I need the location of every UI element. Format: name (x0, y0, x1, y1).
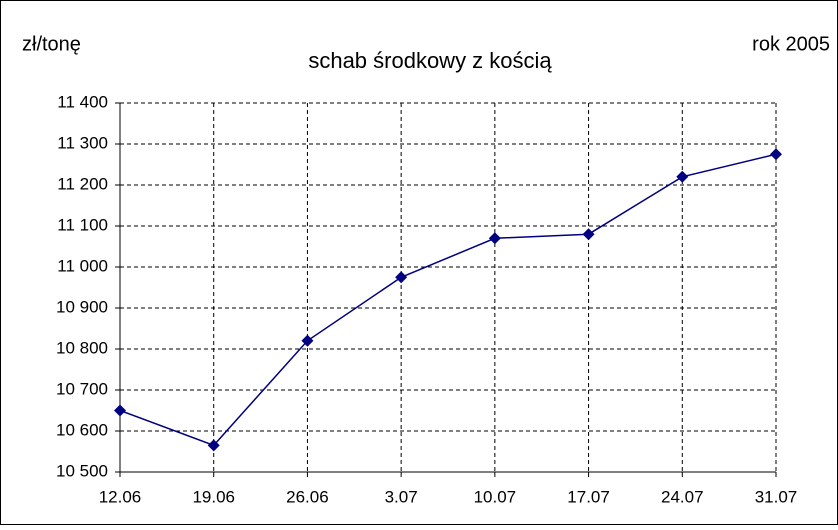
x-tick-label: 3.07 (385, 487, 418, 506)
data-point (207, 439, 220, 452)
y-tick-label: 11 400 (57, 92, 108, 111)
x-tick-label: 26.06 (286, 487, 329, 506)
x-tick-label: 24.07 (661, 487, 704, 506)
y-tick-label: 10 800 (56, 338, 108, 357)
x-tick-label: 19.06 (192, 487, 235, 506)
x-tick-label: 31.07 (755, 487, 798, 506)
y-tick-label: 11 000 (57, 256, 108, 275)
y-axis-label: zł/tonę (22, 33, 81, 55)
y-tick-label: 11 300 (57, 133, 108, 152)
x-tick-label: 10.07 (474, 487, 517, 506)
data-point (301, 334, 314, 347)
chart-title: schab środkowy z kością (308, 48, 552, 73)
data-point (114, 404, 126, 417)
x-tick-label: 17.07 (567, 487, 610, 506)
y-tick-label: 10 500 (56, 461, 108, 480)
data-point (488, 232, 501, 245)
data-point (770, 148, 782, 161)
data-point (582, 228, 595, 241)
y-tick-label: 10 900 (56, 297, 108, 316)
data-line (119, 153, 777, 447)
data-point (395, 271, 408, 284)
y-tick-label: 11 200 (57, 174, 108, 193)
data-point (676, 170, 689, 183)
y-tick-label: 10 600 (56, 420, 108, 439)
y-tick-label: 10 700 (56, 379, 108, 398)
y-tick-label: 11 100 (57, 215, 108, 234)
annotation: rok 2005 (752, 33, 830, 55)
x-tick-label: 12.06 (99, 487, 142, 506)
